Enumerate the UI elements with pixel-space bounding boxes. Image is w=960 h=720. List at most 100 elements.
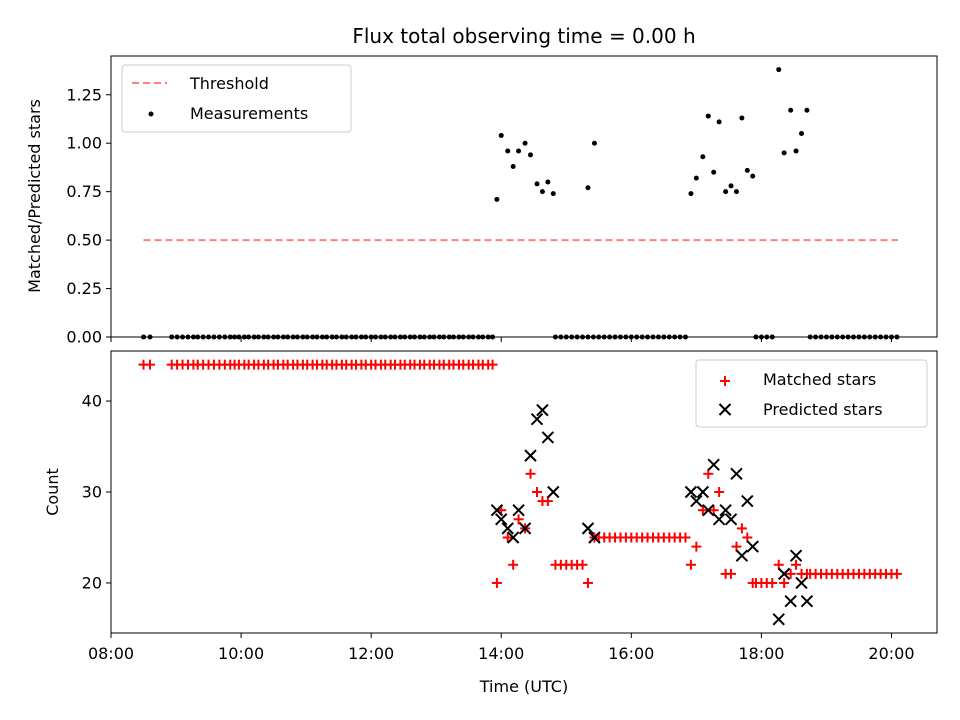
measurement-point [793, 148, 799, 154]
bottom-legend-box [695, 359, 928, 428]
matched-point [680, 532, 691, 543]
bottom-xlabel: Time (UTC) [479, 677, 568, 696]
predicted-point [712, 513, 726, 526]
measurement-point [700, 154, 706, 160]
measurement-point [788, 107, 794, 113]
measurement-point [591, 140, 597, 146]
top-ytick-label: 0.75 [66, 182, 102, 201]
matched-point [487, 359, 498, 370]
measurement-point [534, 181, 540, 187]
bottom-ylabel: Count [43, 468, 62, 516]
matched-point [532, 487, 543, 497]
predicted-point [707, 458, 720, 471]
predicted-point [724, 513, 738, 526]
predicted-point [784, 594, 797, 608]
predicted-point [702, 503, 715, 517]
top-ytick-label: 0.25 [66, 279, 102, 298]
predicted-point [777, 567, 791, 581]
matched-point [508, 559, 519, 570]
matched-point [742, 532, 753, 543]
bottom-xtick-label: 16:00 [608, 644, 654, 663]
measurement-point [545, 179, 551, 185]
measurement-point [510, 163, 516, 169]
bottom-ytick-label: 30 [82, 483, 102, 502]
matched-point [697, 505, 708, 516]
predicted-point [735, 549, 749, 562]
matched-point [685, 559, 696, 570]
legend-matched-swatch [720, 376, 730, 386]
matched-point [767, 577, 778, 588]
matched-point [736, 523, 747, 534]
matched-point [801, 568, 812, 579]
legend-matched-label: Matched stars [763, 370, 876, 389]
matched-point [703, 468, 714, 479]
top-plot: 0.00 0.25 0.50 0.75 1.00 1.25 Threshold Measure… [66, 55, 938, 347]
measurement-point [516, 148, 522, 154]
predicted-point [495, 513, 508, 526]
measurement-point [739, 115, 745, 121]
measurement-point [494, 196, 500, 202]
measurement-point [498, 132, 504, 138]
predicted-point [730, 467, 743, 481]
predicted-point [741, 494, 754, 508]
measurement-point [750, 173, 756, 179]
matched-point [691, 541, 702, 552]
matched-point [513, 514, 524, 525]
matched-point [891, 568, 902, 579]
bottom-plot: 20 30 40 08:00 10:00 12:00 14:00 16:00 18:00 20:0… [82, 350, 938, 663]
predicted-point [696, 485, 710, 499]
matched-point [731, 541, 742, 552]
measurement-point [799, 131, 805, 137]
matched-point [491, 577, 502, 588]
bottom-ytick-label: 40 [82, 392, 102, 411]
bottom-ytick-label: 20 [82, 573, 102, 592]
measurement-point [528, 152, 534, 158]
predicted-point [690, 494, 703, 508]
predicted-point [506, 531, 520, 544]
measurement-point [693, 175, 699, 181]
predicted-point [795, 576, 808, 590]
measurement-point [723, 189, 729, 195]
chart-title: Flux total observing time = 0.00 h [352, 24, 695, 48]
top-ytick-label: 1.00 [66, 134, 102, 153]
legend-threshold-label: Threshold [189, 74, 269, 93]
predicted-point [772, 613, 785, 626]
measurement-point [705, 113, 711, 119]
measurement-point [804, 107, 810, 113]
bottom-xtick-label: 20:00 [868, 644, 914, 663]
predicted-point [536, 403, 549, 417]
measurement-point [781, 150, 787, 156]
predicted-point [512, 503, 525, 517]
matched-point [502, 532, 513, 543]
top-ytick-label: 0.00 [66, 328, 102, 347]
predicted-point [684, 485, 698, 499]
bottom-xtick-label: 08:00 [88, 644, 134, 663]
matched-point [747, 577, 758, 588]
measurement-point [550, 191, 556, 197]
top-ytick-label: 1.25 [66, 85, 102, 104]
measurement-point [733, 189, 739, 195]
predicted-point [524, 449, 537, 462]
matched-point [791, 559, 802, 570]
top-axes-frame [110, 55, 938, 338]
matched-point [708, 505, 719, 516]
top-ylabel: Matched/Predicted stars [25, 99, 44, 293]
measurement-point [522, 140, 528, 146]
measurement-point [716, 119, 722, 125]
predicted-point [800, 594, 814, 608]
predicted-point [518, 522, 532, 535]
matched-point [542, 496, 553, 507]
matched-point [773, 559, 784, 570]
matched-point [582, 577, 593, 588]
legend-measurement-label: Measurements [190, 104, 308, 123]
predicted-point [547, 485, 560, 499]
bottom-xtick-label: 10:00 [218, 644, 264, 663]
top-legend-box [121, 64, 352, 133]
legend-predicted-swatch [718, 403, 732, 416]
predicted-point [530, 413, 544, 426]
matched-point [145, 359, 156, 370]
predicted-point [588, 531, 601, 544]
measurement-point [688, 191, 694, 197]
matched-point [577, 559, 588, 570]
